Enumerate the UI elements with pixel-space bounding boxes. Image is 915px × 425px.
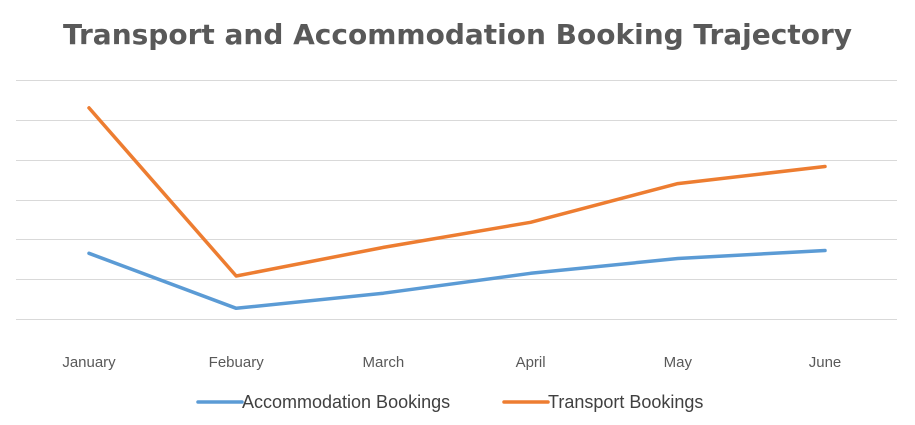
x-tick-label: May <box>664 354 693 371</box>
series-lines <box>87 106 827 311</box>
x-tick-label: April <box>516 354 546 371</box>
chart-title: Transport and Accommodation Booking Traj… <box>62 18 853 51</box>
x-tick-label: March <box>363 354 405 371</box>
x-tick-label: January <box>62 354 116 371</box>
series-line-0 <box>87 248 827 311</box>
legend-label-0: Accommodation Bookings <box>242 392 450 412</box>
legend: Accommodation Bookings Transport Bookings <box>196 392 703 412</box>
legend-label-1: Transport Bookings <box>548 392 703 412</box>
series-line-1 <box>87 106 827 278</box>
x-tick-label: Febuary <box>209 354 265 371</box>
x-tick-label: June <box>809 354 842 371</box>
x-axis: January Febuary March April May June <box>62 354 841 371</box>
